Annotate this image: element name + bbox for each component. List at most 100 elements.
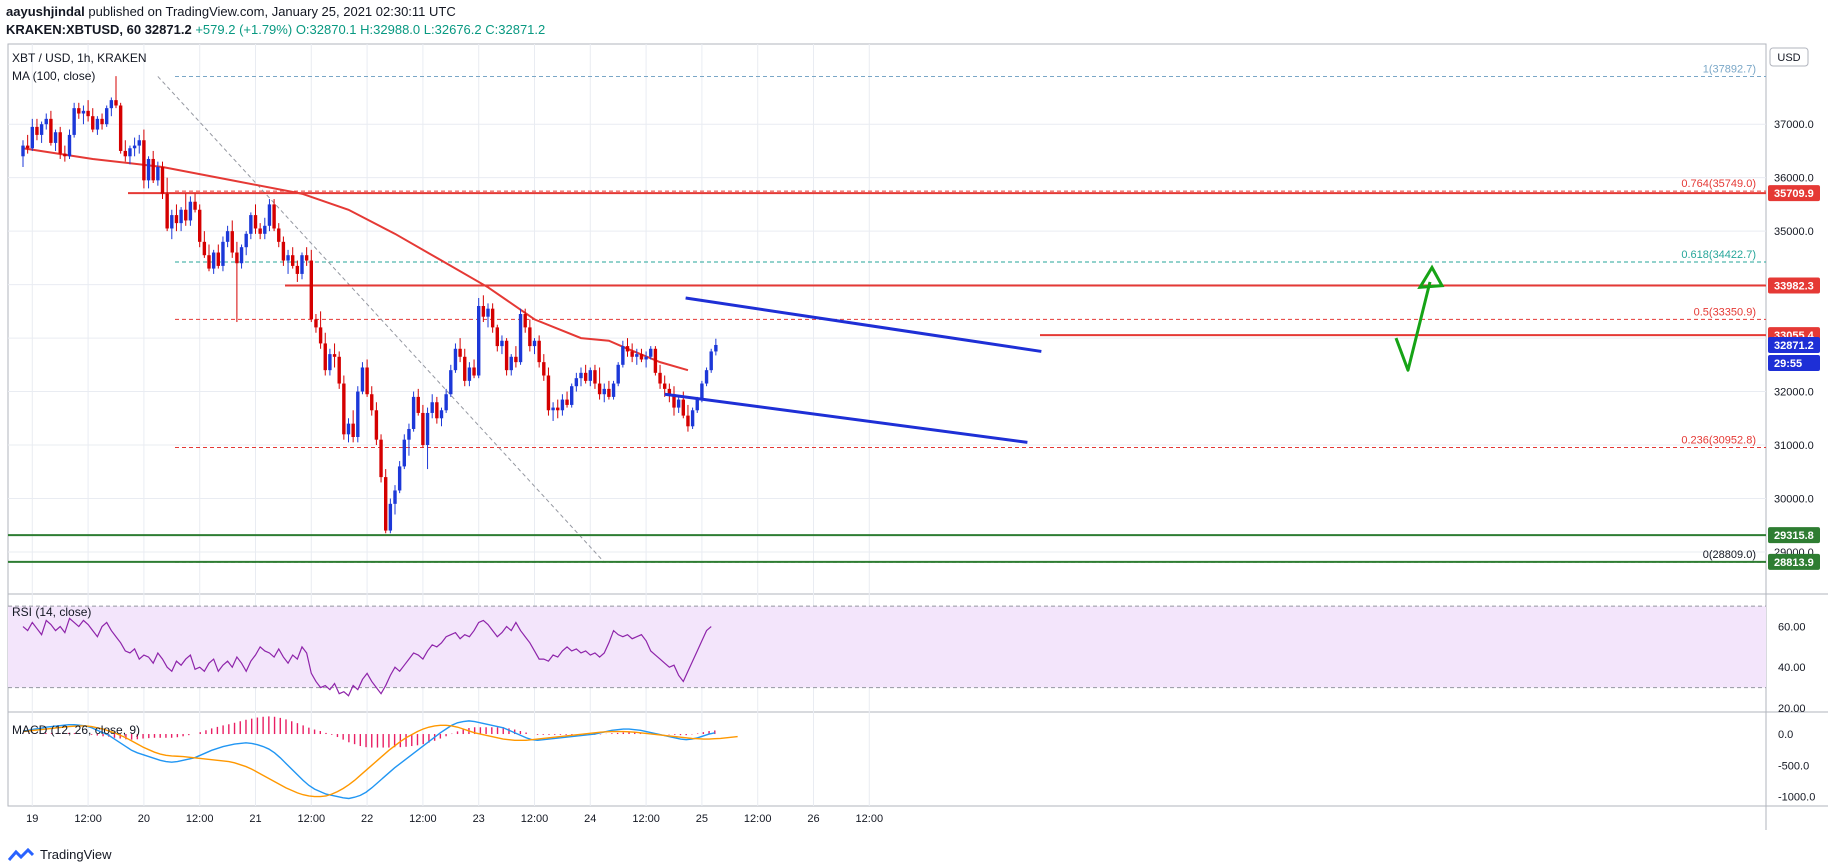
candle-down bbox=[35, 126, 39, 135]
candle-down bbox=[277, 228, 281, 242]
macd-legend: MACD (12, 26, close, 9) bbox=[12, 723, 140, 737]
time-tick-label: 23 bbox=[473, 813, 485, 825]
candle-up bbox=[616, 364, 620, 384]
fib-level-label: 0(28809.0) bbox=[1703, 549, 1756, 561]
price-tag bbox=[1768, 354, 1820, 371]
macd-pane[interactable] bbox=[22, 716, 738, 800]
candle-up bbox=[267, 204, 272, 226]
candle-up bbox=[53, 132, 58, 143]
candle-up bbox=[388, 503, 393, 531]
candle-down bbox=[309, 260, 313, 320]
candle-up bbox=[67, 134, 72, 157]
candle-up bbox=[695, 399, 699, 411]
candle-up bbox=[286, 255, 290, 261]
rsi-tick-label: 40.00 bbox=[1778, 662, 1806, 674]
candle-down bbox=[556, 407, 560, 411]
candle-down bbox=[421, 412, 425, 446]
candle-up bbox=[690, 410, 695, 427]
rsi-pane[interactable] bbox=[8, 605, 1766, 697]
fib-level-label: 0.618(34422.7) bbox=[1681, 249, 1756, 261]
rsi-tick-label: 20.00 bbox=[1778, 703, 1806, 715]
candle-down bbox=[323, 343, 327, 371]
price-tag bbox=[1768, 336, 1820, 353]
candle-down bbox=[25, 145, 30, 149]
fib-level-label: 0.764(35749.0) bbox=[1681, 178, 1756, 190]
candle-up bbox=[602, 388, 606, 395]
candle-up bbox=[676, 399, 681, 408]
candle-down bbox=[165, 193, 169, 229]
currency-button[interactable] bbox=[1769, 47, 1809, 67]
time-tick-label: 12:00 bbox=[186, 813, 214, 825]
price-pane[interactable]: 1(37892.7) 0.764(35749.0) 0.618(34422.7) 0.… bbox=[8, 63, 1766, 563]
candle-up bbox=[300, 255, 304, 274]
candle-up bbox=[709, 351, 713, 371]
candle-up bbox=[128, 148, 132, 157]
candle-down bbox=[184, 209, 188, 221]
brand-name[interactable]: TradingView bbox=[40, 847, 112, 862]
candle-down bbox=[435, 402, 439, 419]
candle-up bbox=[635, 354, 639, 357]
candle-down bbox=[142, 140, 146, 181]
candle-down bbox=[504, 340, 509, 371]
candle-up bbox=[704, 370, 709, 384]
candle-down bbox=[374, 410, 379, 440]
candle-up bbox=[621, 346, 625, 365]
low-value: L:32676.2 bbox=[423, 22, 482, 37]
price-tick-label: 35000.0 bbox=[1774, 226, 1814, 238]
price-change: +579.2 (+1.79%) bbox=[195, 22, 293, 37]
candle-down bbox=[370, 394, 374, 411]
candle-down bbox=[86, 110, 90, 117]
candle-up bbox=[486, 308, 490, 317]
time-tick-label: 12:00 bbox=[632, 813, 660, 825]
candle-down bbox=[639, 354, 644, 360]
candle-down bbox=[230, 231, 234, 253]
price-tick-label: 32000.0 bbox=[1774, 387, 1814, 399]
candle-up bbox=[579, 372, 583, 379]
candle-up bbox=[430, 402, 434, 413]
candle-down bbox=[653, 348, 658, 373]
candle-up bbox=[105, 108, 109, 125]
candle-up bbox=[551, 407, 555, 411]
time-tick-label: 12:00 bbox=[744, 813, 772, 825]
price-tag bbox=[1768, 553, 1820, 570]
candle-up bbox=[588, 370, 592, 381]
candle-down bbox=[686, 415, 690, 427]
price-tick-label: 30000.0 bbox=[1774, 493, 1814, 505]
tradingview-logo-icon bbox=[8, 847, 34, 861]
open-value: O:32870.1 bbox=[295, 22, 357, 37]
candle-up bbox=[560, 399, 565, 411]
time-tick-label: 26 bbox=[807, 813, 819, 825]
rsi-legend: RSI (14, close) bbox=[12, 605, 91, 619]
time-tick-label: 12:00 bbox=[409, 813, 437, 825]
candle-up bbox=[263, 225, 267, 234]
candle-up bbox=[425, 412, 430, 446]
candle-down bbox=[281, 241, 286, 261]
macd-signal-line bbox=[22, 724, 738, 798]
candle-down bbox=[49, 118, 53, 143]
candle-up bbox=[211, 252, 216, 269]
time-tick-label: 19 bbox=[26, 813, 38, 825]
rsi-tick-label: 60.00 bbox=[1778, 622, 1806, 634]
candle-up bbox=[570, 386, 574, 405]
candle-up bbox=[518, 314, 523, 363]
macd-line bbox=[22, 720, 715, 800]
candle-up bbox=[500, 340, 504, 347]
price-tag bbox=[1768, 277, 1820, 294]
candle-down bbox=[77, 108, 81, 114]
price-tick-label: 36000.0 bbox=[1774, 173, 1814, 185]
time-tick-label: 21 bbox=[249, 813, 261, 825]
candle-up bbox=[244, 233, 248, 248]
candle-down bbox=[198, 209, 202, 242]
candle-down bbox=[207, 255, 211, 269]
candle-up bbox=[109, 100, 114, 109]
candle-up bbox=[574, 378, 579, 387]
author-name[interactable]: aayushjindal bbox=[6, 4, 85, 19]
candle-up bbox=[146, 158, 151, 181]
candle-up bbox=[611, 383, 616, 397]
candle-up bbox=[411, 396, 416, 429]
candle-up bbox=[156, 166, 160, 181]
candle-down bbox=[100, 118, 104, 125]
candle-down bbox=[118, 105, 123, 151]
candle-down bbox=[565, 399, 569, 405]
